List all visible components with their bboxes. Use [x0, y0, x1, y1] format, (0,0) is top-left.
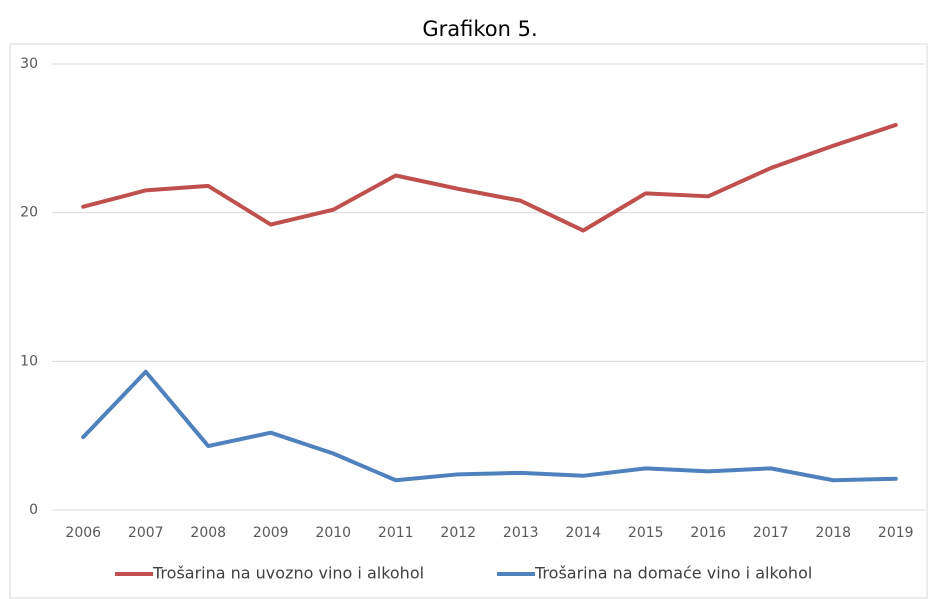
x-tick-label: 2018 — [815, 525, 851, 541]
data-line — [81, 369, 898, 483]
y-tick-label: 0 — [29, 502, 38, 518]
x-tick-label: 2013 — [503, 525, 539, 541]
data-line — [81, 122, 898, 233]
x-tick-label: 2006 — [65, 525, 101, 541]
x-tick-label: 2007 — [128, 525, 164, 541]
chart-frame — [9, 43, 928, 599]
legend-label: Trošarina na domaće vino i alkohol — [534, 564, 812, 583]
x-tick-label: 2015 — [628, 525, 664, 541]
y-tick-label: 10 — [20, 353, 38, 369]
x-tick-label: 2016 — [690, 525, 726, 541]
chart-title: Grafikon 5. — [422, 17, 537, 41]
x-tick-label: 2010 — [315, 525, 351, 541]
legend-label: Trošarina na uvozno vino i alkohol — [152, 564, 424, 583]
x-tick-label: 2009 — [253, 525, 289, 541]
x-tick-label: 2008 — [190, 525, 226, 541]
x-tick-label: 2019 — [878, 525, 914, 541]
y-tick-label: 20 — [20, 205, 38, 221]
x-tick-label: 2014 — [565, 525, 601, 541]
x-tick-label: 2017 — [753, 525, 789, 541]
y-tick-label: 30 — [20, 56, 38, 72]
x-tick-label: 2011 — [378, 525, 414, 541]
x-tick-label: 2012 — [440, 525, 476, 541]
